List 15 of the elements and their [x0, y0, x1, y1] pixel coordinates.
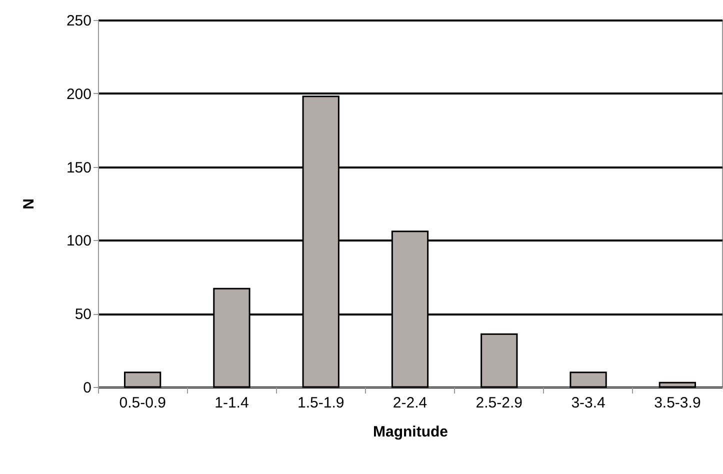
y-axis-title: N [20, 198, 38, 210]
x-tick-label: 3.5-3.9 [654, 394, 701, 412]
x-tick-label: 3-3.4 [571, 394, 606, 412]
y-tick-label: 150 [66, 159, 92, 176]
x-tick-label: 1.5-1.9 [298, 394, 344, 412]
y-tick-label: 250 [66, 12, 92, 30]
y-tick-label: 100 [66, 232, 92, 250]
x-tick-label: 2.5-2.9 [476, 394, 522, 412]
x-tick-label: 2-2.4 [392, 394, 428, 412]
y-tick-label: 0 [83, 380, 92, 396]
y-tick-label: 50 [74, 306, 92, 324]
y-tick-label: 200 [66, 86, 92, 103]
x-axis-title: Magnitude [373, 424, 448, 440]
x-tick-label: 1-1.4 [214, 394, 249, 412]
x-tick-label: 0.5-0.9 [119, 394, 166, 412]
